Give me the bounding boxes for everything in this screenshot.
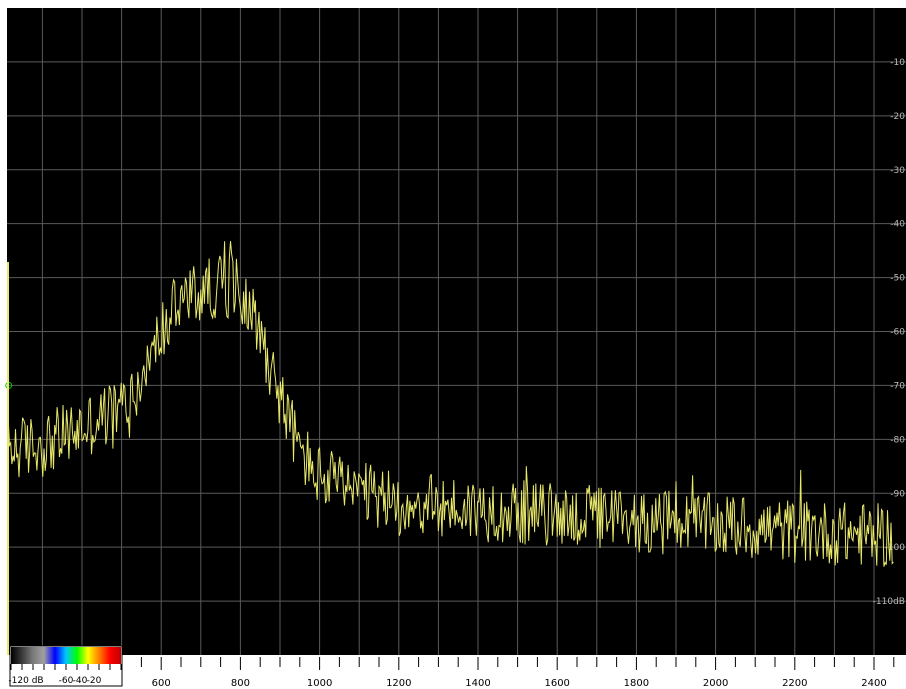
- colorbar-label: -40: [73, 676, 88, 686]
- colorbar-label: -120 dB: [8, 676, 43, 686]
- x-tick-label: 2400: [861, 678, 886, 689]
- colorbar-gradient: [11, 647, 121, 664]
- series-layer: [7, 241, 894, 567]
- colorbar-label: -60: [59, 676, 74, 686]
- y-tick-label: -70: [890, 381, 905, 391]
- grid: [7, 8, 906, 655]
- y-tick-label: -10: [890, 58, 905, 68]
- y-tick-label: -60: [890, 328, 905, 338]
- x-axis-strip: [0, 655, 906, 689]
- x-tick-label: 1400: [465, 678, 490, 689]
- x-tick-label: 1000: [307, 678, 332, 689]
- colorbar-legend: -120 dB -60 -40 -20: [8, 645, 123, 687]
- y-tick-label: -100: [885, 543, 906, 553]
- x-tick-label: 1200: [386, 678, 411, 689]
- x-tick-label: 1800: [624, 678, 649, 689]
- x-tick-label: 2200: [782, 678, 807, 689]
- spectrum-series-line: [7, 241, 894, 567]
- y-axis-labels: -10 -20 -30 -40 -50 -60 -70 -80 -90 -100 -110dB: [873, 58, 906, 607]
- x-tick-label: 1600: [544, 678, 569, 689]
- x-tick-label: 2000: [703, 678, 728, 689]
- y-tick-label: -40: [890, 220, 905, 230]
- y-tick-label: -80: [890, 435, 905, 445]
- left-edge-bar: [7, 262, 9, 655]
- x-tick-label: 800: [231, 678, 250, 689]
- y-tick-label: -20: [890, 112, 905, 122]
- y-tick-label: -50: [890, 274, 905, 284]
- y-tick-label: -90: [890, 489, 905, 499]
- y-tick-label: -110dB: [873, 597, 905, 607]
- colorbar-label: -20: [87, 676, 102, 686]
- y-tick-label: -30: [890, 166, 905, 176]
- x-tick-label: 600: [152, 678, 171, 689]
